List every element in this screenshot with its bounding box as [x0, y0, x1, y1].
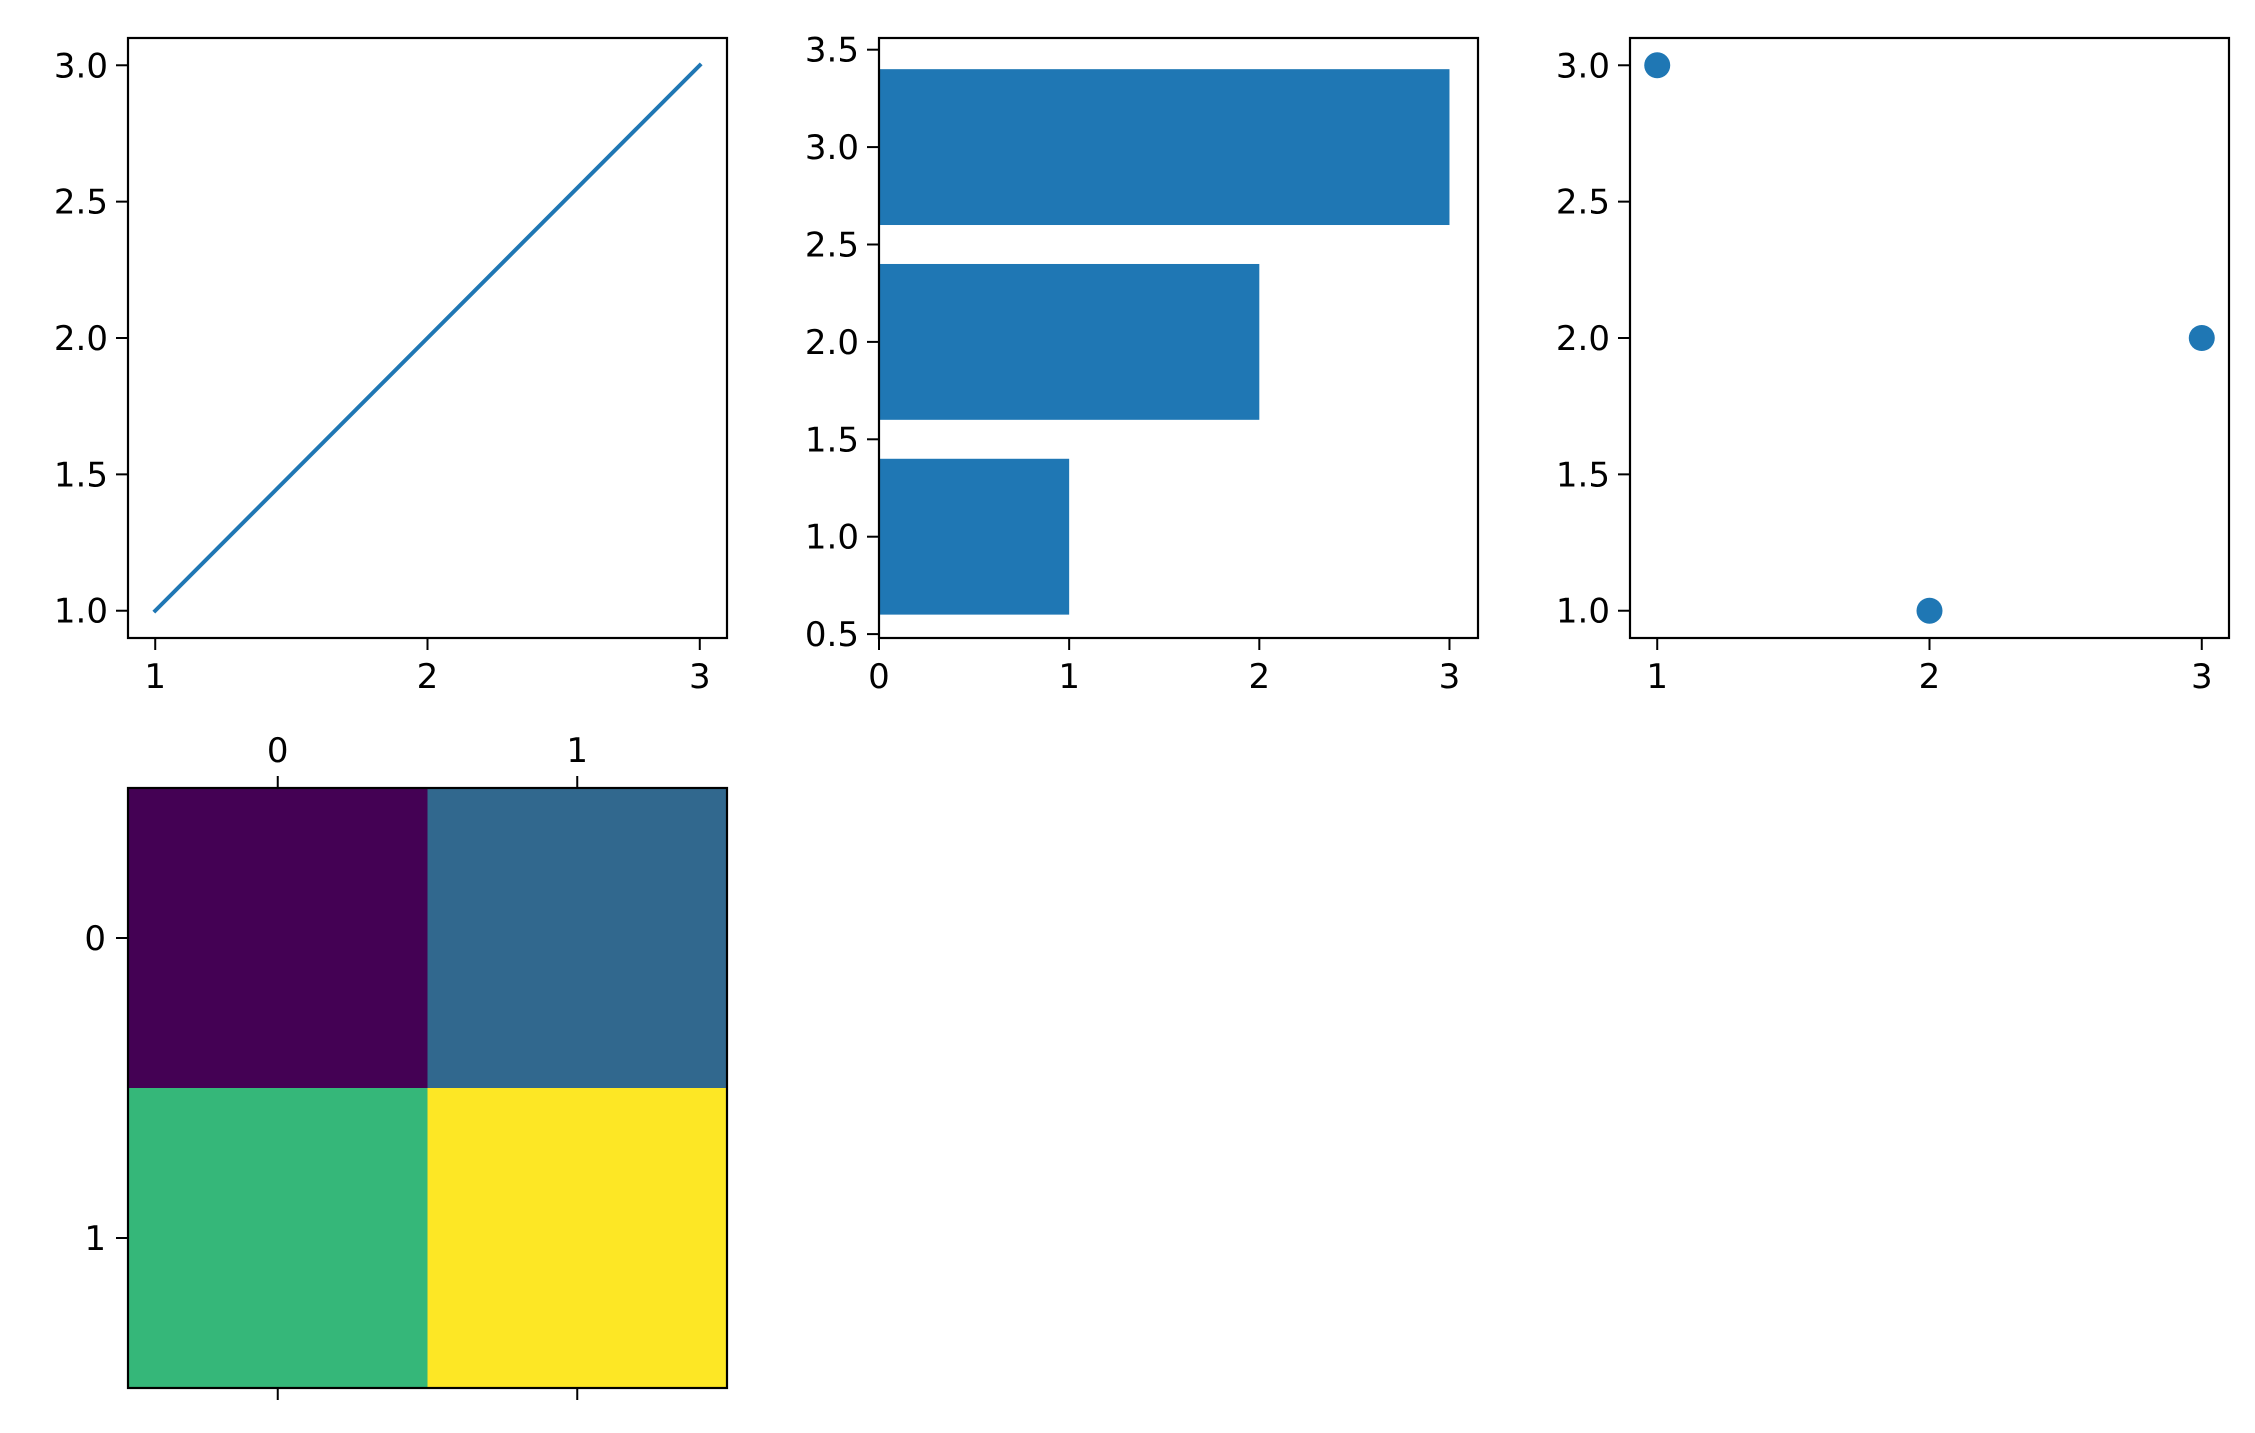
y-tick-label: 1.0: [1556, 592, 1610, 632]
bar: [879, 458, 1070, 615]
bar: [879, 69, 1450, 226]
scatter-point: [2188, 325, 2215, 351]
axes-frame: [1628, 36, 2231, 640]
y-tick-label: 1.5: [805, 420, 859, 460]
y-tick-label: 2.5: [1556, 183, 1610, 223]
scatter-point: [1644, 52, 1671, 79]
heatmap-cell: [427, 1088, 728, 1389]
y-tick-label: 1: [84, 1219, 106, 1259]
y-tick-label: 3.5: [805, 31, 859, 71]
bar: [879, 263, 1260, 420]
y-tick-label: 2.5: [805, 225, 859, 265]
x-tick-label: 3: [689, 657, 711, 697]
x-tick-label: 2: [417, 657, 439, 697]
x-tick-label: 1: [1646, 657, 1668, 697]
y-tick-label: 2.0: [54, 319, 108, 359]
y-tick-label: 1.0: [805, 518, 859, 558]
y-tick-label: 3.0: [1556, 46, 1610, 86]
x-tick-label: 0: [267, 731, 289, 771]
bar-chart-panel: 0 1 2 3 0.5 1.0 1.5 2.0 2.5 3.0 3.5: [805, 31, 1480, 697]
heatmap-cell: [128, 1088, 428, 1389]
y-tick-label: 1.5: [1556, 455, 1610, 495]
line-chart-panel: 1 2 3 1.0 1.5 2.0 2.5 3.0: [54, 36, 729, 697]
x-tick-label: 1: [144, 657, 166, 697]
heatmap-cell: [128, 788, 428, 1089]
axes-frame: [126, 786, 729, 1390]
x-tick-label: 3: [2191, 657, 2213, 697]
x-tick-label: 2: [1248, 657, 1270, 697]
x-tick-label: 2: [1919, 657, 1941, 697]
scatter-point: [1916, 597, 1943, 624]
y-tick-label: 1.5: [54, 455, 108, 495]
heatmap-cell: [427, 788, 728, 1089]
x-tick-label: 1: [566, 731, 588, 771]
y-tick-label: 1.0: [54, 592, 108, 632]
y-tick-label: 2.0: [1556, 319, 1610, 359]
y-tick-label: 0.5: [805, 615, 859, 655]
heatmap-panel: 0 1 0 1: [84, 731, 729, 1400]
x-tick-label: 0: [868, 657, 890, 697]
y-tick-label: 3.0: [805, 128, 859, 168]
y-tick-label: 3.0: [54, 46, 108, 86]
y-tick-label: 2.5: [54, 183, 108, 223]
scatter-chart-panel: 1 2 3 1.0 1.5 2.0 2.5 3.0: [1556, 36, 2231, 697]
series-line: [152, 62, 703, 614]
y-tick-label: 2.0: [805, 323, 859, 363]
x-tick-label: 1: [1058, 657, 1080, 697]
y-tick-label: 0: [84, 919, 106, 959]
x-tick-label: 3: [1439, 657, 1461, 697]
axes-frame: [877, 36, 1480, 640]
